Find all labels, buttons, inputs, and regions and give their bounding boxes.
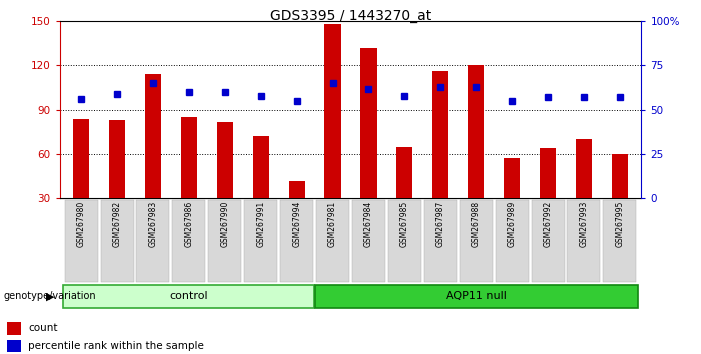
Bar <box>181 117 197 198</box>
FancyBboxPatch shape <box>352 200 385 282</box>
Text: GSM267995: GSM267995 <box>615 201 625 247</box>
FancyBboxPatch shape <box>208 200 241 282</box>
FancyBboxPatch shape <box>137 200 170 282</box>
Bar <box>252 136 268 198</box>
FancyBboxPatch shape <box>100 200 134 282</box>
Text: GSM267990: GSM267990 <box>220 201 229 247</box>
FancyBboxPatch shape <box>531 200 564 282</box>
Text: GSM267982: GSM267982 <box>113 201 121 247</box>
Text: percentile rank within the sample: percentile rank within the sample <box>28 341 204 351</box>
FancyBboxPatch shape <box>316 200 349 282</box>
FancyBboxPatch shape <box>460 200 493 282</box>
Bar <box>468 65 484 198</box>
Bar <box>217 121 233 198</box>
Bar <box>325 24 341 198</box>
Text: GSM267993: GSM267993 <box>580 201 588 247</box>
Text: AQP11 null: AQP11 null <box>446 291 507 302</box>
Text: genotype/variation: genotype/variation <box>4 291 96 302</box>
Bar <box>433 72 449 198</box>
Bar <box>289 181 305 198</box>
FancyBboxPatch shape <box>388 200 421 282</box>
Bar <box>612 154 628 198</box>
Text: GSM267991: GSM267991 <box>256 201 265 247</box>
Bar <box>504 159 520 198</box>
FancyBboxPatch shape <box>63 285 314 308</box>
FancyBboxPatch shape <box>315 285 638 308</box>
Text: GSM267989: GSM267989 <box>508 201 517 247</box>
Bar <box>7 322 21 335</box>
Text: GSM267992: GSM267992 <box>543 201 552 247</box>
Bar <box>540 148 556 198</box>
Text: GSM267986: GSM267986 <box>184 201 193 247</box>
Text: GSM267984: GSM267984 <box>364 201 373 247</box>
Bar <box>396 147 412 198</box>
FancyBboxPatch shape <box>172 200 205 282</box>
Text: GSM267988: GSM267988 <box>472 201 481 247</box>
FancyBboxPatch shape <box>64 200 97 282</box>
Text: control: control <box>170 291 208 302</box>
Text: GSM267994: GSM267994 <box>292 201 301 247</box>
Bar <box>576 139 592 198</box>
FancyBboxPatch shape <box>604 200 637 282</box>
Bar <box>73 119 89 198</box>
FancyBboxPatch shape <box>424 200 457 282</box>
Bar <box>109 120 125 198</box>
FancyBboxPatch shape <box>567 200 601 282</box>
Text: GSM267981: GSM267981 <box>328 201 337 247</box>
Text: GSM267985: GSM267985 <box>400 201 409 247</box>
Text: GSM267987: GSM267987 <box>436 201 445 247</box>
Bar <box>360 48 376 198</box>
Text: ▶: ▶ <box>46 291 54 302</box>
FancyBboxPatch shape <box>496 200 529 282</box>
Text: GDS3395 / 1443270_at: GDS3395 / 1443270_at <box>270 9 431 23</box>
Bar <box>145 74 161 198</box>
Bar <box>7 340 21 352</box>
Text: GSM267980: GSM267980 <box>76 201 86 247</box>
FancyBboxPatch shape <box>244 200 277 282</box>
Text: GSM267983: GSM267983 <box>149 201 158 247</box>
Text: count: count <box>28 323 57 333</box>
FancyBboxPatch shape <box>280 200 313 282</box>
